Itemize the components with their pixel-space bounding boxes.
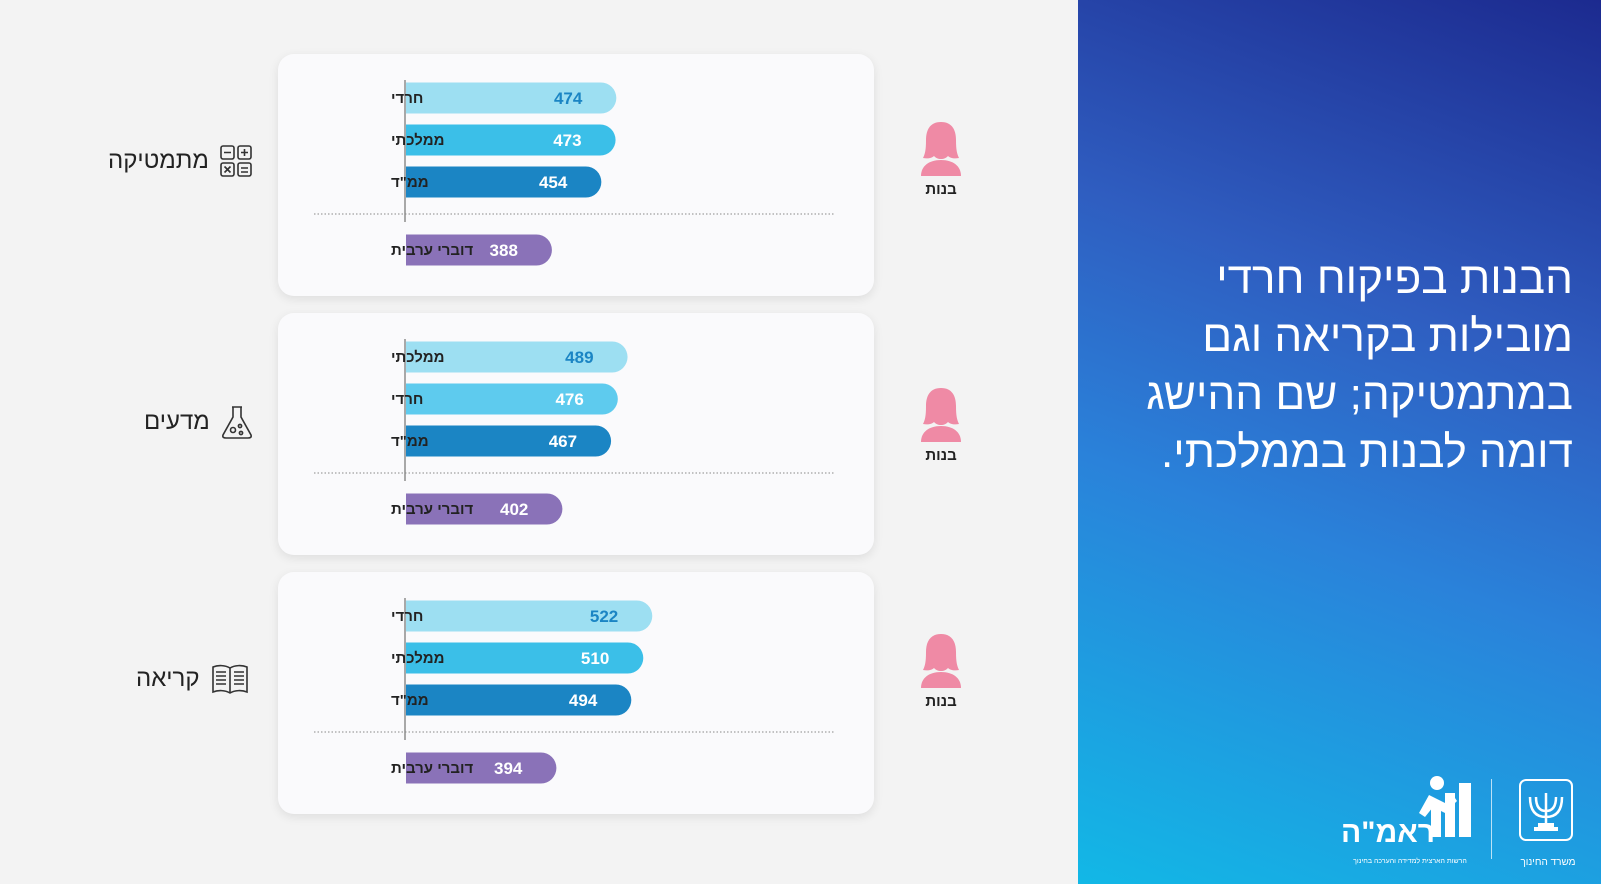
category-label: ממלכתי: [391, 132, 445, 149]
subject-label: מתמטיקה: [108, 147, 209, 174]
bar: [406, 166, 602, 198]
subject-math: מתמטיקה: [108, 144, 253, 178]
bar: [406, 425, 612, 457]
category-label: דוברי ערבית: [391, 760, 474, 777]
calculator-icon: [220, 145, 252, 177]
category-label: דוברי ערבית: [391, 501, 474, 518]
chart-reading: 522 חרדי 510 ממלכתי 494 ממ"ד 394 דוברי ערבית: [314, 598, 834, 784]
rama-name: ראמ"ה: [1341, 816, 1436, 849]
chart-science: 489 ממלכתי 476 חרדי 467 ממ"ד 402 דוברי ערבית: [314, 339, 834, 525]
value-label: 388: [490, 241, 518, 260]
value-label: 454: [539, 173, 568, 192]
chart-math: 474 חרדי 473 ממלכתי 454 ממ"ד 388 דוברי ערבית: [314, 80, 834, 266]
value-label: 474: [554, 89, 583, 108]
category-label: ממלכתי: [391, 650, 445, 667]
value-label: 489: [565, 348, 593, 367]
bar: [406, 82, 617, 114]
value-label: 476: [555, 390, 583, 409]
subject-science: מדעים: [144, 404, 254, 440]
subject-label: קריאה: [136, 665, 200, 692]
bar: [406, 341, 628, 373]
value-label: 494: [569, 691, 598, 710]
girls-label: בנות: [925, 181, 957, 198]
category-label: ממלכתי: [391, 349, 445, 366]
bar: [406, 684, 632, 716]
chart-card-reading: 522 חרדי 510 ממלכתי 494 ממ"ד 394 דוברי ערבית: [278, 572, 874, 814]
girls-indicator-math: בנות: [911, 118, 971, 198]
value-label: 467: [549, 432, 577, 451]
value-label: 402: [500, 500, 528, 519]
category-label: חרדי: [391, 90, 423, 107]
category-label: ממ"ד: [391, 433, 429, 450]
headline: הבנות בפיקוח חרדי מובילות בקריאה וגם במת…: [1146, 254, 1573, 477]
menorah-emblem-icon: [1519, 779, 1573, 841]
bar: [406, 493, 563, 525]
bar: [406, 642, 644, 674]
bar: [406, 234, 552, 266]
category-label: חרדי: [391, 608, 423, 625]
bar: [406, 752, 557, 784]
ministry-name: משרד החינוך: [1520, 857, 1576, 868]
category-label: ממ"ד: [391, 174, 429, 191]
rama-subtitle: הרשות הארצית למדידה והערכה בחינוך: [1353, 858, 1467, 865]
logos: ראמ"ה הרשות הארצית למדידה והערכה בחינוך …: [1323, 773, 1583, 868]
bar: [406, 600, 653, 632]
girl-icon: [921, 634, 961, 688]
value-label: 394: [494, 759, 523, 778]
flask-icon: [221, 406, 252, 439]
category-label: דוברי ערבית: [391, 242, 474, 259]
value-label: 510: [581, 649, 609, 668]
bar: [406, 383, 618, 415]
girl-icon: [921, 122, 961, 176]
subject-reading: קריאה: [136, 662, 250, 696]
chart-card-science: 489 ממלכתי 476 חרדי 467 ממ"ד 402 דוברי ערבית: [278, 313, 874, 555]
girls-label: בנות: [925, 447, 957, 464]
value-label: 522: [590, 607, 618, 626]
rama-logo-icon: [1419, 776, 1471, 837]
chart-card-math: 474 חרדי 473 ממלכתי 454 ממ"ד 388 דוברי ערבית: [278, 54, 874, 296]
bar: [406, 124, 616, 156]
side-panel: הבנות בפיקוח חרדי מובילות בקריאה וגם במת…: [1078, 0, 1601, 884]
category-label: חרדי: [391, 391, 423, 408]
value-label: 473: [553, 131, 581, 150]
girls-indicator-reading: בנות: [911, 630, 971, 710]
category-label: ממ"ד: [391, 692, 429, 709]
logo-divider: [1491, 779, 1492, 859]
girls-label: בנות: [925, 693, 957, 710]
girl-icon: [921, 388, 961, 442]
subject-label: מדעים: [144, 408, 210, 435]
girls-indicator-science: בנות: [911, 384, 971, 464]
book-icon: [211, 664, 248, 694]
